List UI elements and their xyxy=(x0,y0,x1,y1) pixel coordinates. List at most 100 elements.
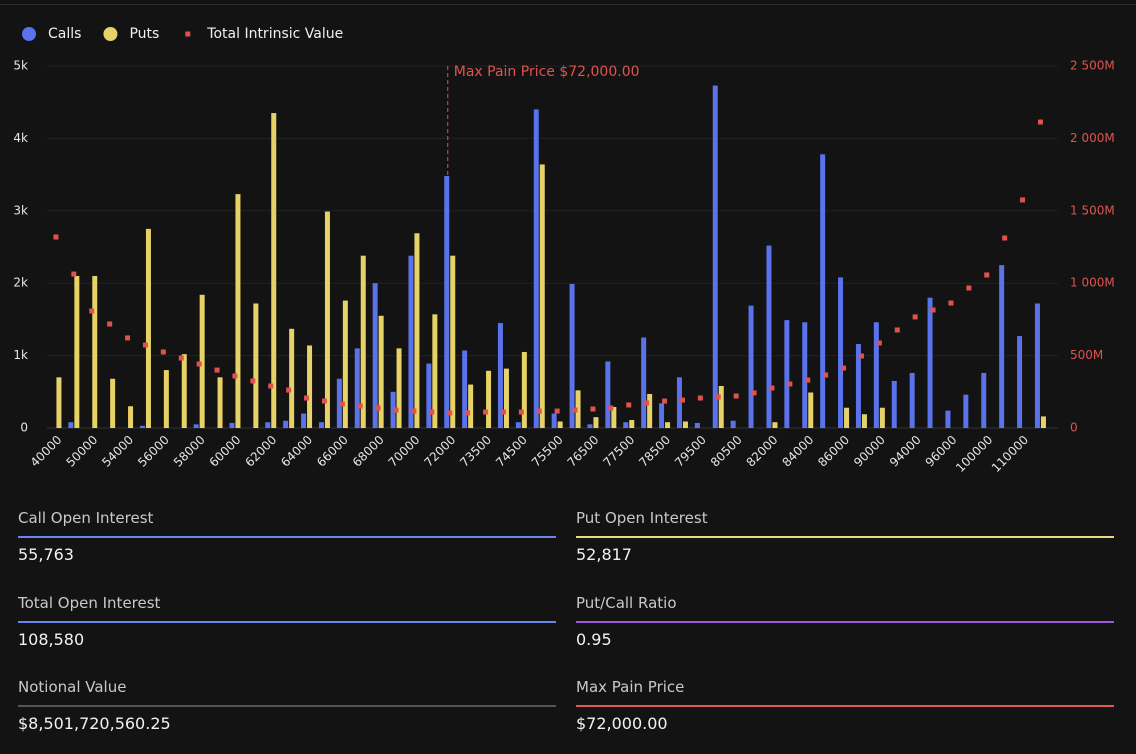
dot xyxy=(894,327,900,333)
dot xyxy=(500,409,506,415)
x-tick-label: 56000 xyxy=(135,433,172,470)
bar xyxy=(56,377,62,428)
y-tick-label: 3k xyxy=(13,203,28,217)
y-tick-label: 0 xyxy=(20,421,28,435)
dot xyxy=(858,353,864,359)
bar xyxy=(193,424,199,428)
dot xyxy=(483,409,489,415)
legend-label: Calls xyxy=(48,26,81,42)
x-tick-label: 76500 xyxy=(565,433,602,470)
dot xyxy=(375,405,381,411)
stat-value: $8,501,720,560.25 xyxy=(18,714,171,733)
bar xyxy=(879,407,885,428)
dot xyxy=(948,300,954,306)
legend-swatch xyxy=(103,27,118,41)
stats-panel: Call Open Interest 55,763 Put Open Interes… xyxy=(18,500,1114,754)
bar xyxy=(486,370,492,428)
bar xyxy=(927,297,933,428)
bar xyxy=(712,85,718,428)
bar xyxy=(229,422,235,428)
bar xyxy=(68,422,74,428)
bar xyxy=(497,323,503,428)
x-tick-label: 70000 xyxy=(386,433,423,470)
bar xyxy=(318,422,324,428)
x-tick-label: 80500 xyxy=(708,433,745,470)
dot xyxy=(125,335,131,341)
x-tick-label: 78500 xyxy=(636,433,673,470)
stat-label: Put/Call Ratio xyxy=(576,593,677,612)
legend-label: Total Intrinsic Value xyxy=(206,26,343,42)
bar xyxy=(503,368,509,428)
dot xyxy=(357,403,363,409)
y2-tick-label: 2 000M xyxy=(1070,131,1115,145)
bar xyxy=(999,265,1005,428)
bar xyxy=(372,283,378,428)
bar xyxy=(199,294,205,428)
dot xyxy=(679,397,685,403)
bar xyxy=(444,176,450,428)
y2-tick-label: 1 500M xyxy=(1070,203,1115,217)
dot xyxy=(447,410,453,416)
chart: 0 1k 2k 3k 4k 5k 0 500M 1 000M 1 500M 2 000M 2 500M… xyxy=(13,26,1115,475)
bar xyxy=(360,255,366,428)
stat-label: Call Open Interest xyxy=(18,509,154,527)
bar xyxy=(468,384,474,428)
dot xyxy=(107,321,113,327)
y2-tick-label: 1 000M xyxy=(1070,276,1115,290)
bar xyxy=(324,211,330,428)
stat-value: 108,580 xyxy=(18,629,85,649)
dot xyxy=(232,373,238,379)
bar xyxy=(110,378,116,428)
bar xyxy=(533,109,539,428)
bar xyxy=(342,300,348,428)
bar xyxy=(139,425,145,428)
legend-swatch xyxy=(22,27,36,41)
bar xyxy=(676,377,682,428)
dot xyxy=(250,378,256,384)
bar xyxy=(861,414,867,428)
x-tick-label: 40000 xyxy=(28,433,65,470)
y2-tick-label: 500M xyxy=(1070,348,1103,362)
bar xyxy=(718,386,724,428)
stat: Put/Call Ratio 0.95 xyxy=(576,585,1114,670)
dot xyxy=(518,409,524,415)
dot xyxy=(178,355,184,361)
stat: Total Open Interest 108,580 xyxy=(18,585,556,670)
dot xyxy=(697,395,703,401)
bar xyxy=(551,413,557,428)
x-tick-label: 60000 xyxy=(207,433,244,470)
y-tick-label: 4k xyxy=(13,131,28,145)
bar xyxy=(802,322,808,428)
dot xyxy=(662,398,668,404)
top-border xyxy=(0,4,1136,5)
dot xyxy=(71,271,77,277)
dot xyxy=(841,365,847,371)
dot xyxy=(823,372,829,378)
dot xyxy=(912,314,918,320)
dot xyxy=(321,398,327,404)
bar xyxy=(432,314,438,428)
x-tick-label: 110000 xyxy=(989,433,1031,475)
legend-label: Puts xyxy=(129,26,159,42)
bar xyxy=(665,422,671,428)
dot xyxy=(196,361,202,367)
bar xyxy=(390,391,396,428)
stat-value: 52,817 xyxy=(576,545,632,564)
stat-divider xyxy=(576,620,1114,623)
y-tick-label: 2k xyxy=(13,276,28,290)
bar xyxy=(641,337,647,428)
legend-swatch xyxy=(185,31,191,37)
stat-value: 55,763 xyxy=(18,545,74,564)
dot xyxy=(590,406,596,412)
x-tick-label: 62000 xyxy=(242,433,279,470)
dot xyxy=(1037,119,1043,125)
bar xyxy=(217,377,223,428)
x-tick-label: 75500 xyxy=(529,433,566,470)
dot xyxy=(608,405,614,411)
stat-value: $72,000.00 xyxy=(576,714,668,733)
dot xyxy=(715,394,721,400)
bar xyxy=(235,194,241,428)
bar xyxy=(855,344,861,428)
bar xyxy=(253,303,259,428)
bar xyxy=(396,348,402,428)
